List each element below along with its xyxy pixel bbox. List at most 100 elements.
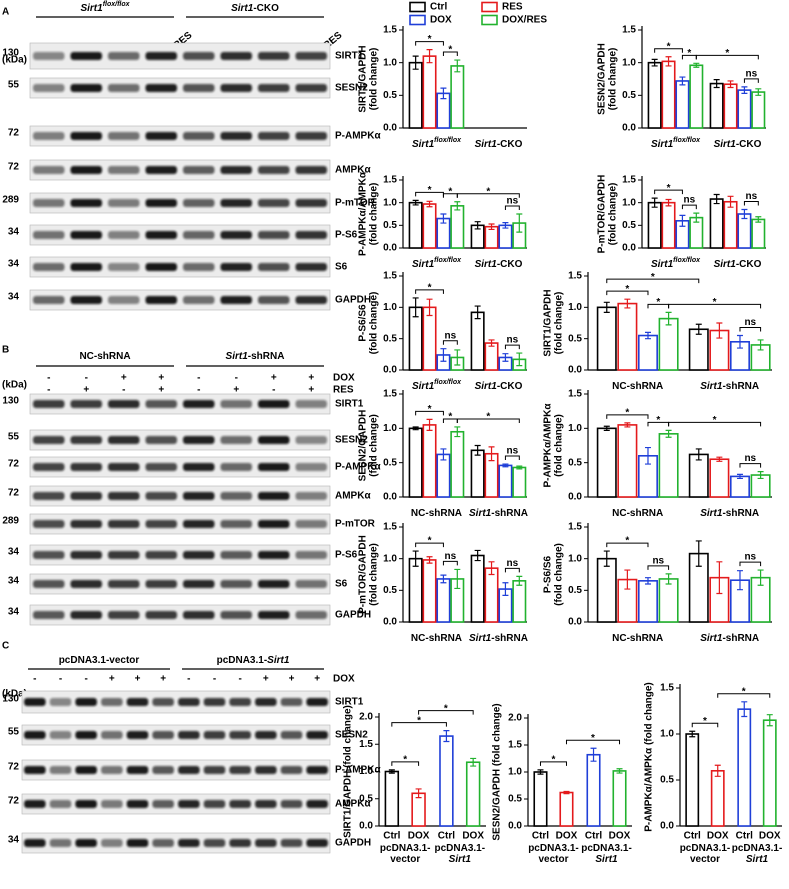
y-tick-label: 1.5	[383, 389, 397, 400]
y-tick-label: 0.5	[383, 220, 397, 231]
error-bar	[563, 790, 570, 795]
blot-band	[145, 611, 177, 619]
blot-band	[108, 166, 140, 174]
blot-band	[203, 839, 226, 847]
protein-label: GAPDH	[335, 295, 371, 306]
y-axis-label: SIRT1/GAPDH	[358, 45, 369, 112]
text-run: Sirt1	[475, 139, 498, 150]
bar	[408, 201, 423, 249]
text-run: -shRNA	[491, 633, 528, 644]
error-bar	[516, 575, 523, 586]
blot-band	[24, 731, 46, 739]
text-run: -shRNA	[248, 351, 285, 362]
blot-band	[70, 84, 102, 92]
error-bar	[665, 56, 672, 67]
y-tick-label: 1.0	[383, 197, 397, 208]
blot-band	[126, 800, 149, 808]
blot-strip	[29, 456, 331, 478]
error-bar	[766, 714, 773, 727]
x-tick-label: DOX	[759, 831, 781, 842]
blot-band	[295, 611, 327, 619]
group-label: pcDNA3.1-	[434, 843, 485, 854]
bar	[729, 475, 750, 498]
text-run: pcDNA3.1-	[380, 843, 431, 854]
group-label: Sirt1flox/flox	[412, 137, 462, 149]
blot-band	[70, 263, 102, 271]
group-label: Sirt1-CKO	[475, 259, 523, 270]
blot-band	[145, 52, 177, 60]
significance-label: ns	[744, 552, 756, 563]
error-bar	[693, 212, 700, 223]
marker-size: 34	[8, 292, 20, 303]
group-label: pcDNA3.1-	[581, 843, 632, 854]
treatment-sign: +	[158, 373, 164, 384]
blot-band	[183, 400, 215, 408]
blot-strip	[29, 224, 331, 246]
blot-band	[220, 52, 252, 60]
blot-band	[258, 463, 290, 471]
error-bar	[454, 201, 461, 211]
y-axis-label: P-AMPKα/AMPKα	[543, 403, 554, 488]
blot-band	[220, 551, 252, 559]
blot-band	[258, 132, 290, 140]
blot-band	[49, 698, 72, 706]
error-bar	[470, 757, 477, 767]
bar	[498, 464, 513, 498]
y-tick-label: 0.5	[568, 585, 582, 596]
text-run: Sirt1	[412, 381, 435, 392]
blot-band	[33, 52, 65, 60]
y-tick-label: 2.0	[359, 712, 373, 723]
y-tick-label: 0.5	[383, 457, 397, 468]
error-bar	[736, 570, 743, 591]
blot-band	[203, 766, 226, 774]
y-tick-label: 1.0	[622, 197, 636, 208]
treatment-sign: +	[121, 373, 127, 384]
bar	[450, 65, 465, 129]
marker-size: 289	[2, 195, 19, 206]
blot-strip	[21, 690, 331, 714]
blot-band	[258, 400, 290, 408]
significance-bracket	[654, 189, 683, 195]
y-tick-label: 1.5	[383, 175, 397, 186]
blot-band	[108, 551, 140, 559]
text-run: Sirt1	[714, 139, 737, 150]
significance-bracket	[739, 561, 762, 567]
blot-band	[306, 800, 328, 808]
blot-band	[70, 492, 102, 500]
error-bar	[736, 473, 743, 480]
blot-band	[126, 698, 149, 706]
error-bar	[736, 334, 743, 349]
text-run: -CKO	[736, 259, 762, 270]
protein-label: SIRT1	[335, 697, 364, 708]
blot-band	[108, 400, 140, 408]
text-run: Sirt1	[231, 3, 254, 14]
group-label: NC-shRNA	[612, 381, 663, 392]
blot-band	[203, 800, 226, 808]
significance-bracket	[654, 48, 683, 53]
error-bar	[741, 701, 748, 718]
bar	[470, 311, 485, 371]
error-bar	[741, 208, 748, 220]
blot-band	[220, 436, 252, 444]
text-run: flox/flox	[103, 1, 131, 8]
error-bar	[757, 470, 764, 480]
bar	[685, 733, 700, 827]
blot-band	[108, 436, 140, 444]
blot-band	[203, 731, 226, 739]
error-bar	[616, 768, 623, 774]
bar	[422, 559, 437, 623]
y-tick-label: 1.5	[660, 683, 674, 694]
y-axis-label: P-AMPKα/AMPKα (fold change)	[644, 682, 655, 832]
y-axis-label: SIRT1/GAPDH	[543, 289, 554, 356]
error-bar	[454, 568, 461, 590]
significance-bracket	[606, 414, 649, 419]
y-axis-label: P-mTOR/GAPDH	[597, 175, 608, 254]
blot-band	[145, 132, 177, 140]
panel-letter: A	[2, 7, 9, 18]
blot-band	[220, 580, 252, 588]
blot-band	[145, 166, 177, 174]
significance-label: ns	[507, 335, 519, 346]
blot-band	[33, 199, 65, 207]
text-run: Sirt1	[700, 508, 723, 519]
error-bar	[440, 213, 447, 224]
